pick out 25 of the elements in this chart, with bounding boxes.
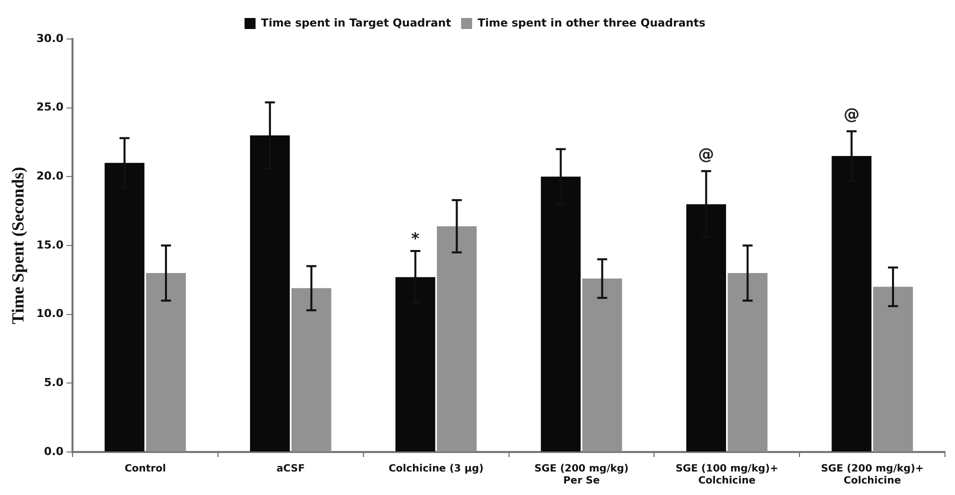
x-tick-label: SGE (100 mg/kg)+ Colchicine (676, 464, 778, 487)
annotation: * (411, 229, 420, 248)
y-tick-label: 25.0 (36, 100, 64, 114)
y-tick-label: 5.0 (44, 376, 64, 390)
bar (436, 226, 477, 452)
x-tick-label: aCSF (276, 464, 305, 475)
bar (146, 273, 186, 452)
legend-label: Time spent in other three Quadrants (478, 16, 706, 30)
y-tick-label: 0.0 (44, 444, 64, 458)
x-tick-label: SGE (200 mg/kg) Per Se (534, 464, 629, 487)
x-tick-label: Colchicine (3 µg) (388, 464, 484, 475)
y-tick-label: 15.0 (36, 238, 64, 252)
bar (291, 288, 332, 452)
legend-label: Time spent in Target Quadrant (261, 16, 452, 30)
annotation: @ (844, 104, 860, 124)
y-tick-label: 30.0 (36, 32, 64, 45)
y-tick-label: 20.0 (36, 170, 64, 183)
y-tick-label: 10.0 (36, 307, 64, 320)
bar (873, 286, 913, 452)
bar (728, 273, 768, 452)
y-axis-title: Time Spent (Seconds) (8, 166, 28, 324)
annotation: @ (698, 144, 714, 164)
x-tick-label: SGE (200 mg/kg)+ Colchicine (820, 464, 924, 487)
x-tick-label: Control (124, 464, 166, 475)
bar (582, 278, 622, 452)
